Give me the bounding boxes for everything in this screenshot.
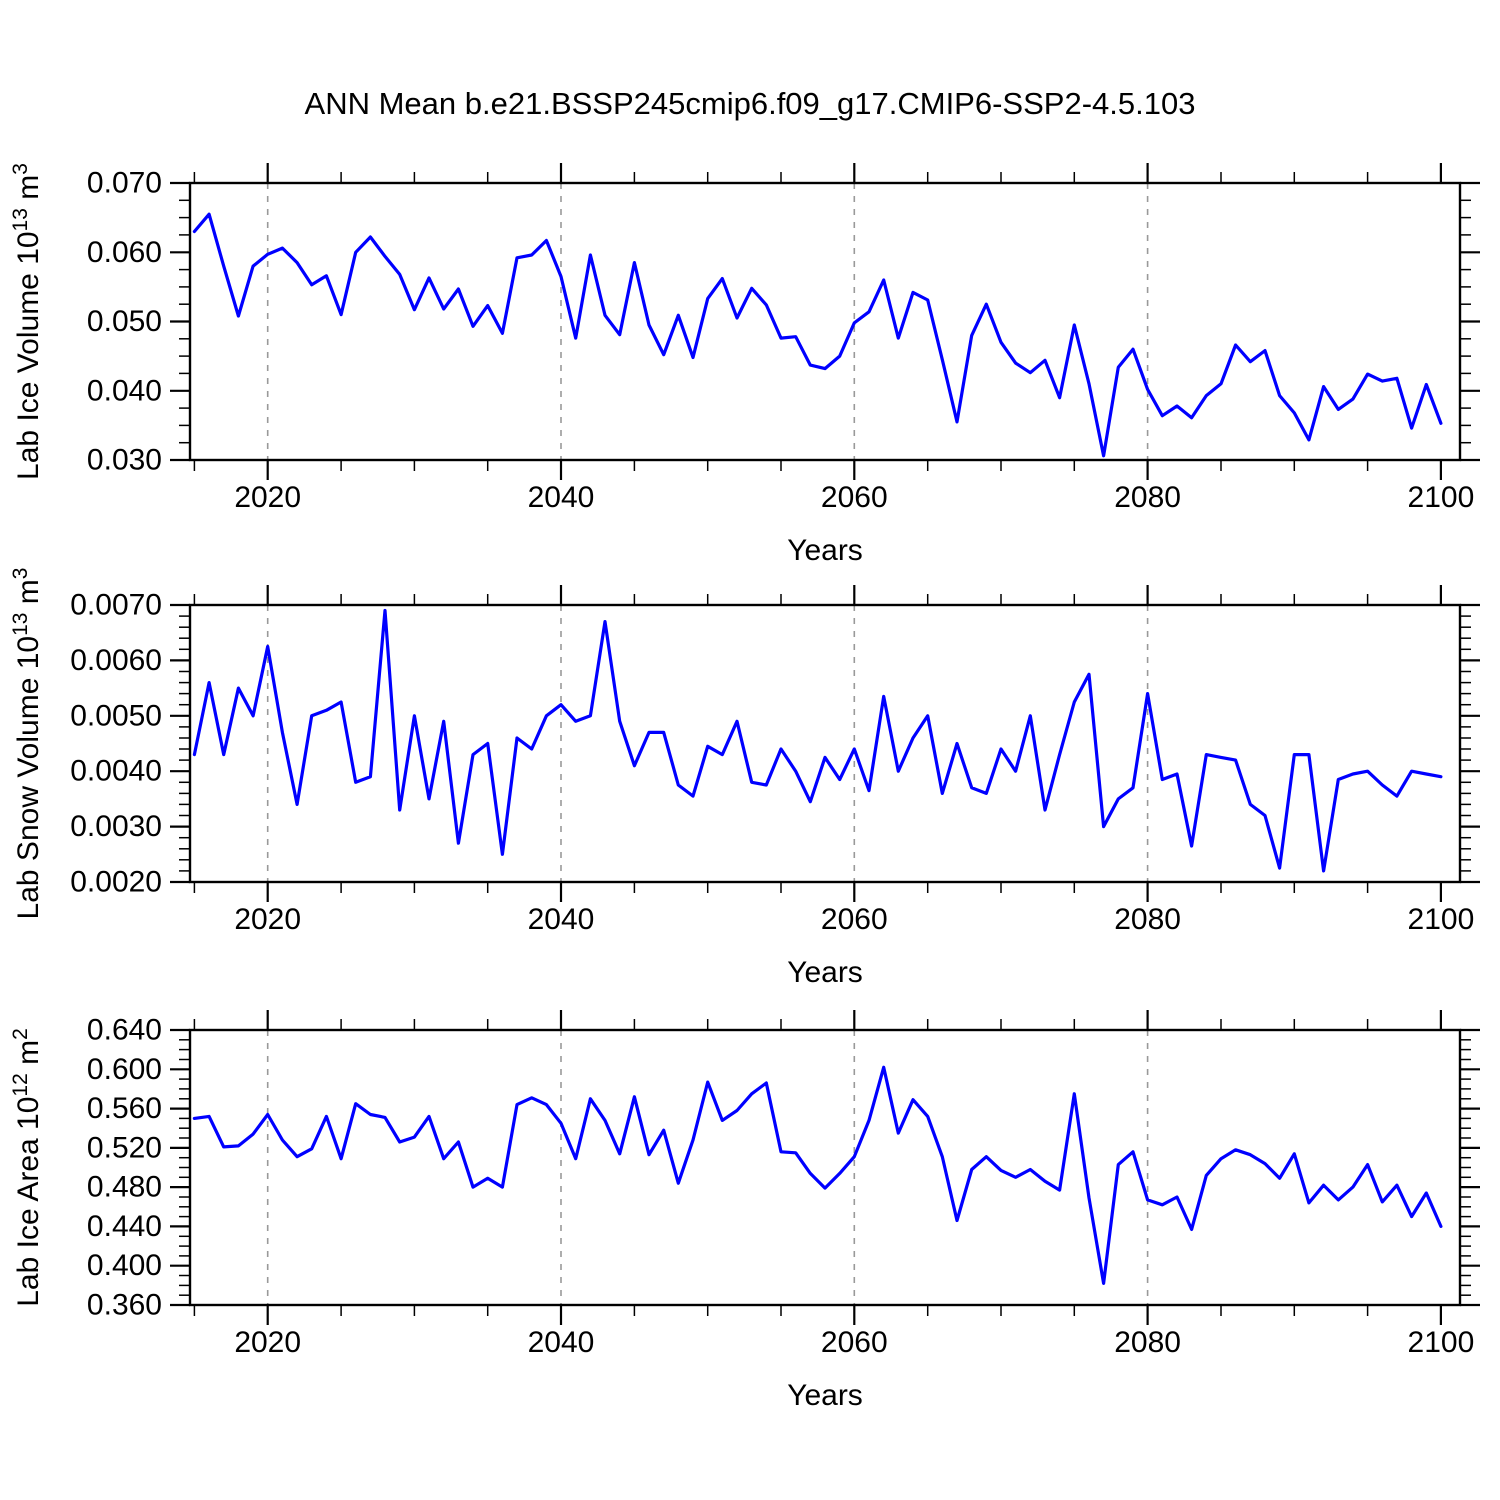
plot-border: [188, 603, 1462, 884]
x-axis-label: Years: [787, 534, 863, 567]
x-tick-label: 2060: [821, 481, 888, 514]
x-tick-label: 2040: [528, 1326, 595, 1359]
x-tick-label: 2100: [1408, 1326, 1475, 1359]
y-axis-label: Lab Ice Area 1012 m2: [9, 1028, 45, 1307]
data-line-lab-ice-area: [192, 1065, 1443, 1286]
x-tick-label: 2020: [234, 1326, 301, 1359]
x-tick-label: 2020: [234, 481, 301, 514]
x-tick-label: 2080: [1114, 481, 1181, 514]
y-tick-label: 0.400: [87, 1249, 162, 1282]
y-tick-label: 0.0030: [70, 810, 162, 843]
y-tick-label: 0.480: [87, 1171, 162, 1204]
y-tick-label: 0.0070: [70, 589, 162, 622]
y-tick-label: 0.440: [87, 1210, 162, 1243]
x-tick-label: 2100: [1408, 903, 1475, 936]
y-tick-label: 0.560: [87, 1092, 162, 1125]
data-line-lab-snow-volume: [192, 608, 1443, 873]
x-tick-label: 2080: [1114, 903, 1181, 936]
x-tick-label: 2100: [1408, 481, 1475, 514]
y-axis-label: Lab Ice Volume 1013 m3: [9, 163, 45, 480]
y-tick-label: 0.0050: [70, 699, 162, 732]
data-line-lab-ice-volume: [192, 212, 1443, 458]
x-axis-label: Years: [787, 956, 863, 989]
y-tick-label: 0.060: [87, 236, 162, 269]
x-tick-label: 2080: [1114, 1326, 1181, 1359]
y-tick-label: 0.070: [87, 167, 162, 200]
x-axis-label: Years: [787, 1379, 863, 1412]
panel-lab-ice-volume: 2020 2040 2060 2080 2100 0.070 0.060 0.050 0.040…: [9, 163, 1480, 567]
x-tick-label: 2060: [821, 1326, 888, 1359]
panel-lab-snow-volume: 2020 2040 2060 2080 2100 0.0070 0.0060 0.0050 0.…: [9, 568, 1480, 989]
panel-lab-ice-area: 2020 2040 2060 2080 2100 0.640 0.600 0.560 0.520…: [9, 1010, 1480, 1412]
y-tick-label: 0.030: [87, 444, 162, 477]
y-axis-label: Lab Snow Volume 1013 m3: [9, 568, 45, 920]
y-tick-label: 0.640: [87, 1014, 162, 1047]
y-tick-label: 0.360: [87, 1289, 162, 1322]
y-tick-label: 0.600: [87, 1053, 162, 1086]
plot-border: [188, 181, 1462, 462]
y-tick-label: 0.050: [87, 305, 162, 338]
y-tick-label: 0.040: [87, 374, 162, 407]
x-tick-label: 2060: [821, 903, 888, 936]
y-tick-label: 0.0060: [70, 644, 162, 677]
figure-title: ANN Mean b.e21.BSSP245cmip6.f09_g17.CMIP…: [304, 86, 1196, 121]
x-tick-label: 2040: [528, 903, 595, 936]
x-tick-label: 2020: [234, 903, 301, 936]
y-tick-label: 0.0020: [70, 866, 162, 899]
y-tick-label: 0.0040: [70, 755, 162, 788]
y-tick-label: 0.520: [87, 1131, 162, 1164]
x-tick-label: 2040: [528, 481, 595, 514]
